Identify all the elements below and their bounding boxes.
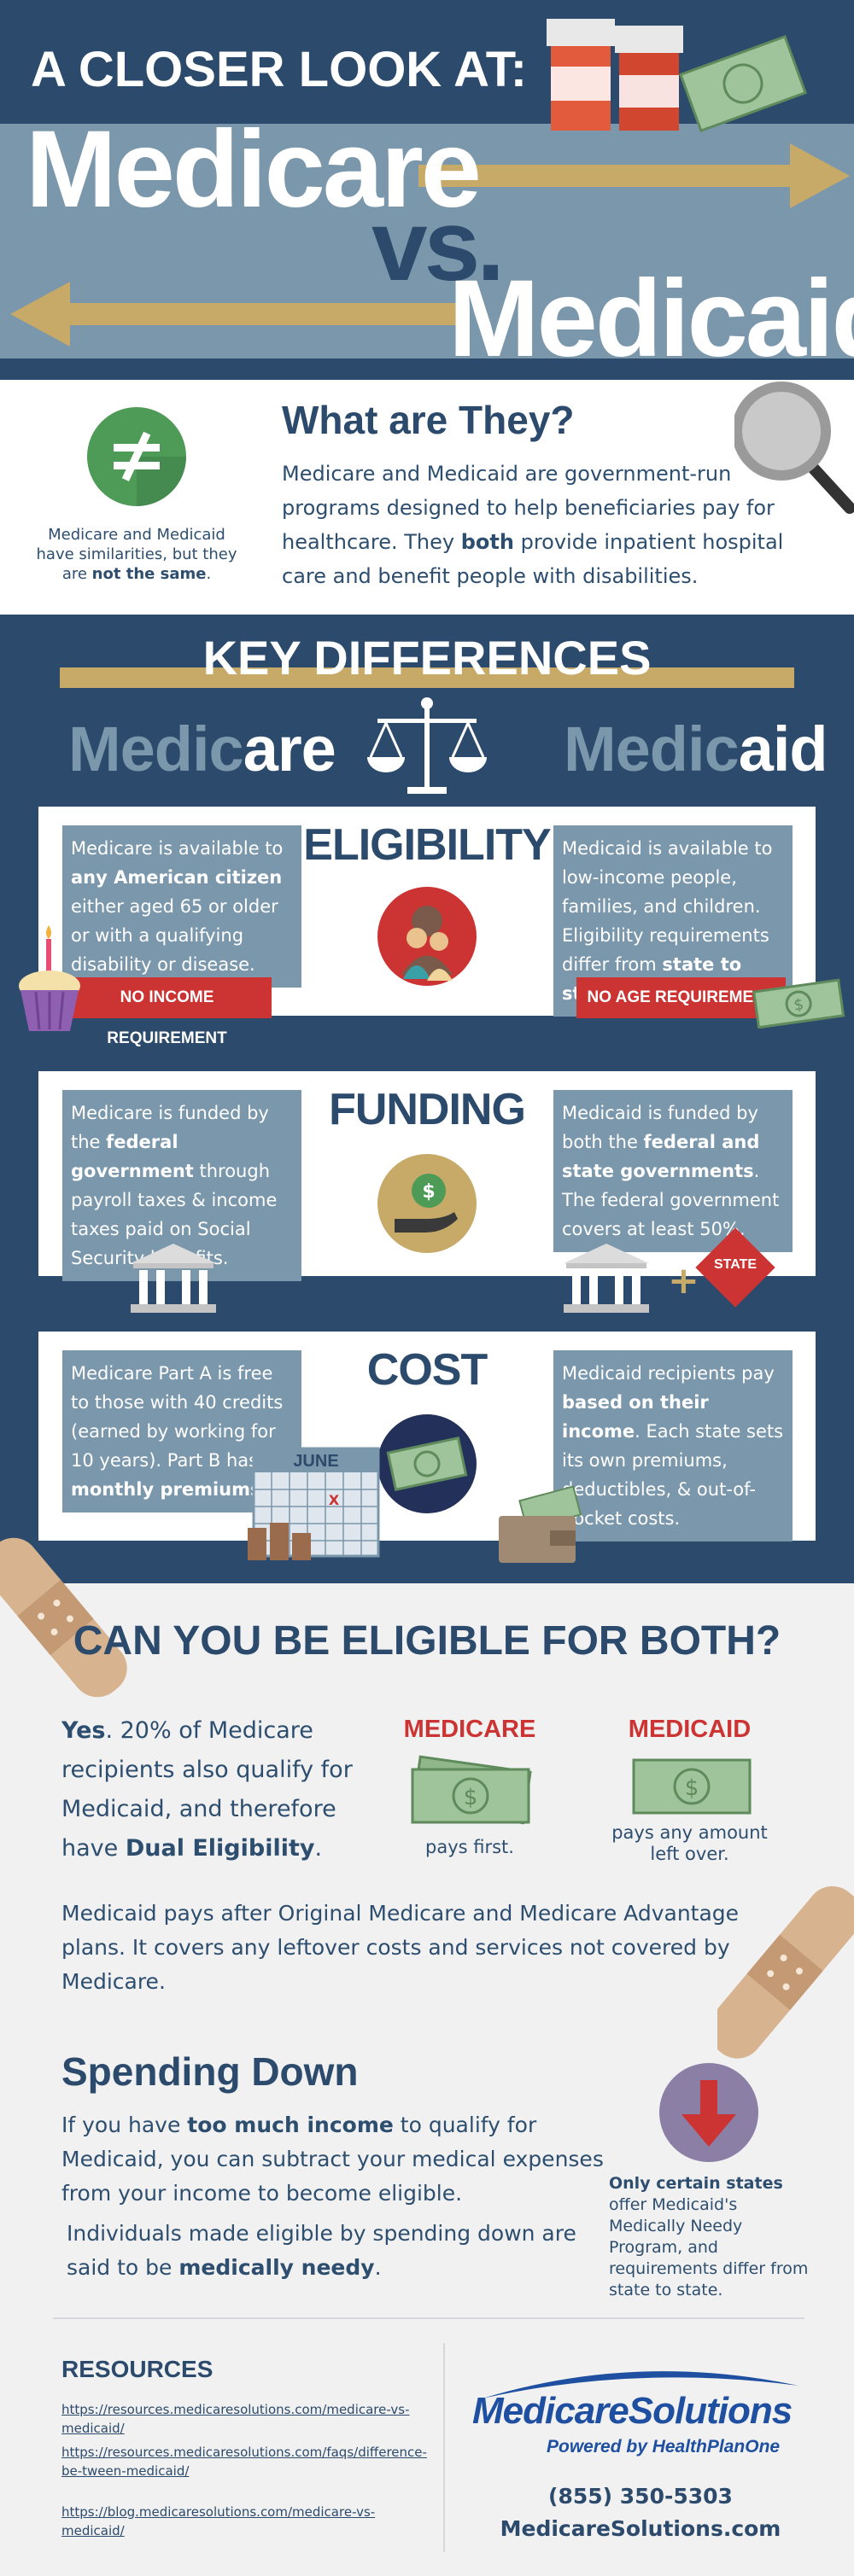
column-head-medicare: Medicare [68, 714, 336, 784]
both-yes-text: Yes. 20% of Medicare recipients also qua… [61, 1717, 353, 1862]
bank-icon [131, 1244, 216, 1313]
left-arrow-head [10, 282, 70, 347]
wallet-icon [499, 1485, 582, 1563]
hero-title-vs: vs. [371, 189, 505, 302]
cost-title: COST [366, 1345, 488, 1395]
brand-phone[interactable]: (855) 350-5303 [548, 2484, 733, 2509]
spending-down-paragraph-2: Individuals made eligible by spending do… [67, 2221, 576, 2280]
what-body: Medicare and Medicaid are government-run… [282, 462, 784, 588]
pill-bottle-icon [547, 19, 807, 133]
cash-icon: $ [752, 978, 845, 1029]
down-arrow-icon [659, 2063, 758, 2162]
eligibility-medicare-box: Medicare is available to any American ci… [62, 825, 301, 988]
resource-link[interactable]: https://blog.medicaresolutions.com/medic… [61, 2504, 376, 2538]
coins-icon [248, 1523, 311, 1560]
brand-swoosh-icon [483, 2371, 798, 2398]
bank-icon [564, 1244, 649, 1313]
resource-link[interactable]: https://resources.medicaresolutions.com/… [61, 2445, 427, 2479]
footer-divider [53, 2317, 804, 2319]
cost-card: COST Medicare Part A is free to those wi… [38, 1332, 816, 1542]
plus-sign: + [668, 1259, 699, 1303]
what-title: What are They? [282, 398, 575, 442]
no-income-requirement-ribbon: NO INCOME REQUIREMENT [62, 977, 272, 1047]
both-medicare-note: pays first. [425, 1837, 514, 1857]
bandage-icon [717, 1885, 854, 2059]
brand-tagline: Powered by HealthPlanOne [547, 2437, 781, 2457]
money-hand-icon: $ [377, 1154, 477, 1253]
no-age-requirement-ribbon: NO AGE REQUIREMENT [576, 977, 786, 1018]
what-section: Medicare and Medicaid have similarities,… [0, 380, 854, 615]
svg-text:$: $ [793, 995, 804, 1014]
right-arrow-shaft [418, 165, 794, 187]
state-tag: STATE [713, 1257, 757, 1272]
eligibility-card: ELIGIBILITY Medicare is available to any… [38, 807, 816, 1047]
what-side-note: Medicare and Medicaid have similarities,… [36, 526, 237, 583]
brand-name: MedicareSolutions [472, 2390, 793, 2432]
cupcake-icon [19, 925, 80, 1031]
spending-down-title: Spending Down [61, 2049, 359, 2094]
cost-medicaid-box: Medicaid recipients pay based on their i… [553, 1350, 793, 1542]
funding-card: FUNDING Medicare is funded by the federa… [38, 1071, 816, 1281]
column-head-medicaid: Medicaid [564, 714, 828, 784]
hero-title-medicare: Medicare [26, 108, 482, 230]
footer-vertical-divider [443, 2343, 445, 2552]
cash-circle-icon [377, 1414, 477, 1513]
hero-title-medicaid: Medicaid [448, 258, 854, 380]
both-paragraph: Medicaid pays after Original Medicare an… [61, 1901, 740, 1994]
spending-down-paragraph-1: If you have too much income to qualify f… [61, 2113, 604, 2206]
magnifier-icon [734, 382, 854, 514]
scales-icon [367, 697, 487, 794]
both-title: CAN YOU BE ELIGIBLE FOR BOTH? [73, 1618, 781, 1664]
right-arrow-head [790, 143, 850, 208]
hero-header: A CLOSER LOOK AT: Medicare vs. Medicaid [0, 0, 854, 380]
left-arrow-shaft [68, 303, 461, 325]
spending-down-note: Only certain states offer Medicaid's Med… [609, 2174, 809, 2299]
brand-website[interactable]: MedicareSolutions.com [500, 2516, 781, 2541]
not-equal-icon [87, 407, 186, 506]
svg-text:X: X [329, 1492, 340, 1508]
key-differences-title: KEY DIFFERENCES [202, 631, 652, 685]
hero-kicker: A CLOSER LOOK AT: [31, 42, 528, 97]
resources-title: RESOURCES [61, 2356, 214, 2382]
both-medicaid-note: pays any amount left over. [611, 1822, 768, 1864]
both-medicaid-label: MEDICAID [628, 1716, 752, 1743]
both-medicare-label: MEDICARE [403, 1716, 536, 1743]
eligibility-title: ELIGIBILITY [303, 820, 551, 870]
family-icon [377, 887, 477, 986]
cash-icon: $ [411, 1755, 532, 1825]
double-arrow-shaft [60, 667, 794, 688]
svg-text:$: $ [464, 1785, 478, 1810]
funding-title: FUNDING [329, 1085, 526, 1134]
svg-text:$: $ [685, 1775, 699, 1801]
funding-medicaid-box: Medicaid is funded by both the federal a… [553, 1090, 793, 1252]
bandage-icon [0, 1537, 127, 1698]
resource-link[interactable]: https://resources.medicaresolutions.com/… [61, 2402, 410, 2436]
key-differences-section: KEY DIFFERENCES Medicare Medicaid ELIGIB… [0, 615, 854, 1583]
svg-text:JUNE: JUNE [293, 1452, 338, 1471]
svg-text:$: $ [422, 1181, 435, 1203]
cash-icon: $ [632, 1758, 752, 1815]
